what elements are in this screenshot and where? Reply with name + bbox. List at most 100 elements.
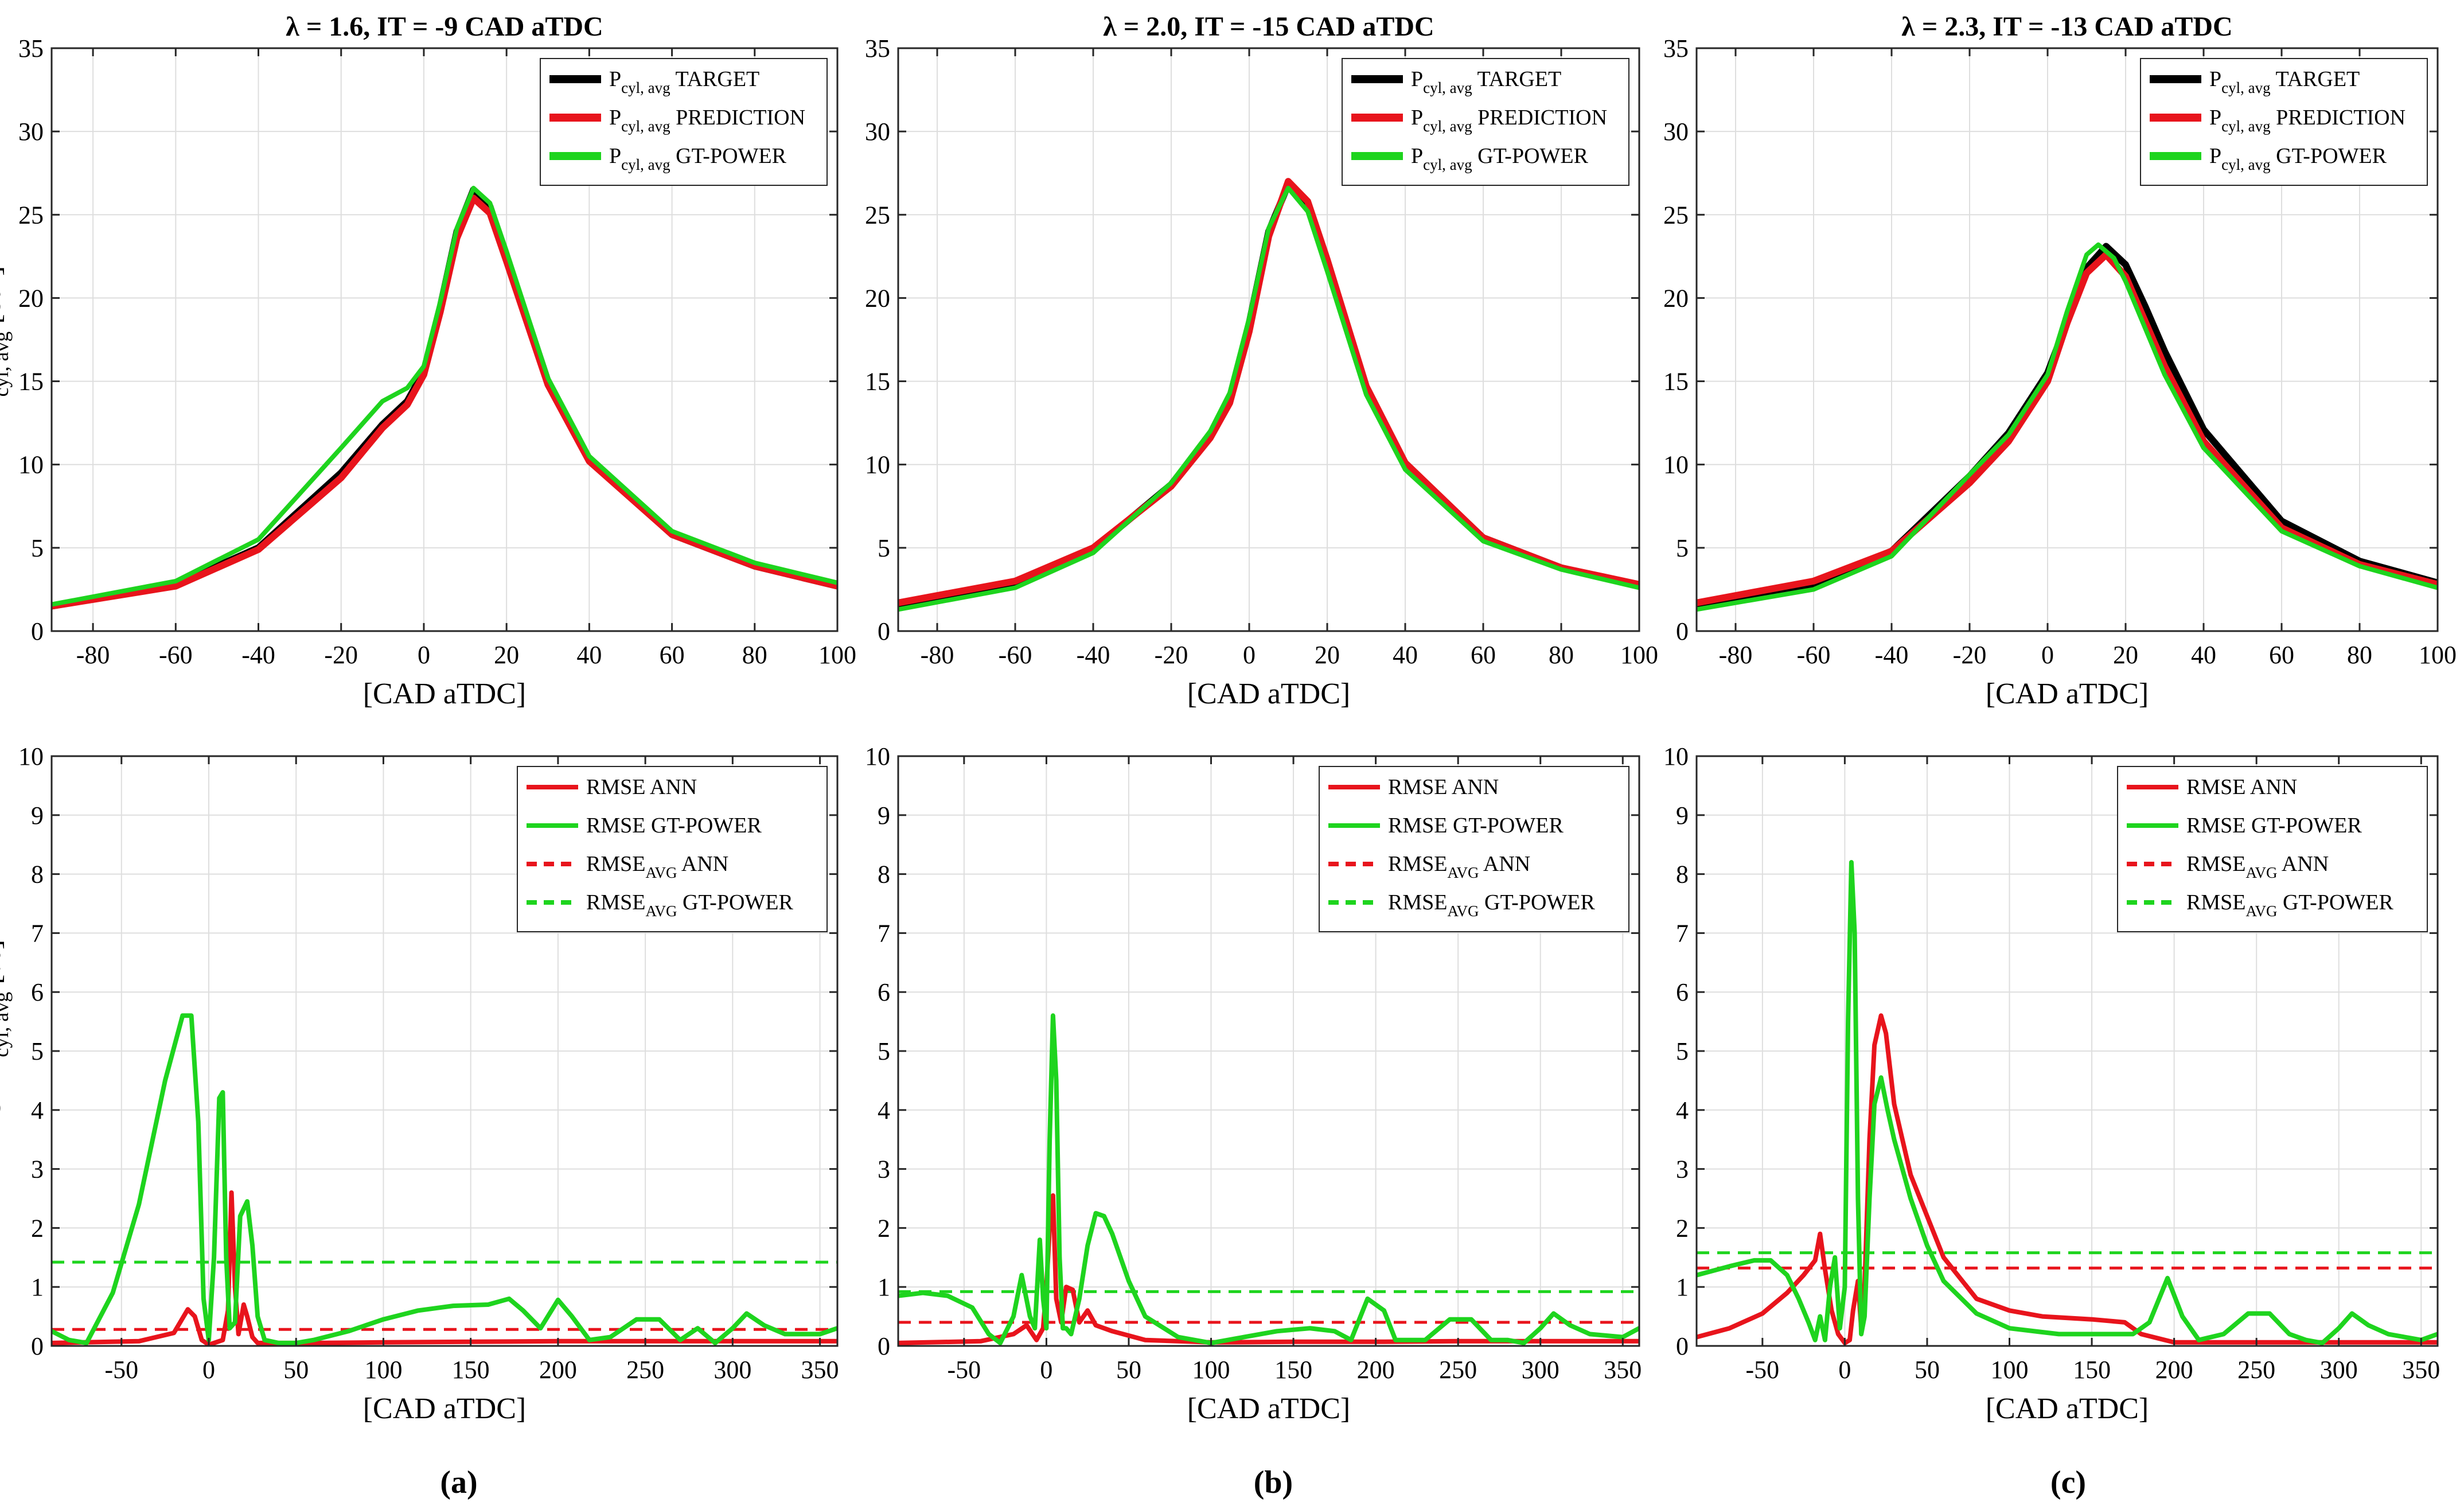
chart-title: λ = 2.3, IT = -13 CAD aTDC <box>1901 11 2232 42</box>
y-tick-label: 0 <box>31 617 44 645</box>
y-tick-label: 6 <box>31 978 44 1006</box>
chart-title: λ = 1.6, IT = -9 CAD aTDC <box>286 11 603 42</box>
x-tick-label: -80 <box>1719 641 1753 669</box>
x-tick-label: 50 <box>1116 1356 1141 1384</box>
x-tick-label: -20 <box>324 641 358 669</box>
y-tick-label: 2 <box>1676 1214 1689 1242</box>
y-tick-label: 1 <box>31 1273 44 1301</box>
x-tick-label: 150 <box>1274 1356 1312 1384</box>
x-tick-label: 0 <box>1040 1356 1052 1384</box>
y-tick-label: 3 <box>1676 1155 1689 1184</box>
x-tick-label: 100 <box>1192 1356 1230 1384</box>
y-tick-label: 0 <box>878 1332 890 1360</box>
x-axis-label: [CAD aTDC] <box>363 1392 527 1425</box>
x-tick-label: 0 <box>202 1356 215 1384</box>
series-prediction <box>1697 1013 2438 1345</box>
x-tick-label: -80 <box>76 641 110 669</box>
legend: RMSE ANN RMSE GT-POWER RMSEAVG ANN RMSEAVG … <box>517 766 828 932</box>
y-tick-label: 2 <box>31 1214 44 1242</box>
x-tick-label: -40 <box>1875 641 1909 669</box>
series-gtpower <box>52 1013 837 1345</box>
y-tick-label: 10 <box>865 451 890 479</box>
y-tick-label: 4 <box>1676 1096 1689 1124</box>
x-tick-label: 200 <box>539 1356 577 1384</box>
series-gtpower <box>898 1013 1639 1345</box>
y-tick-label: 20 <box>865 284 890 312</box>
y-tick-label: 0 <box>878 617 890 645</box>
y-tick-label: 5 <box>1676 534 1689 562</box>
legend: Pcyl, avg TARGET Pcyl, avg PREDICTION Pcyl… <box>540 58 828 186</box>
legend-entry: RMSEAVG ANN <box>2186 852 2329 881</box>
caption-c: (c) <box>2050 1465 2087 1500</box>
y-tick-label: 15 <box>865 368 890 396</box>
x-tick-label: 100 <box>1620 641 1658 669</box>
y-tick-label: 5 <box>31 1037 44 1065</box>
x-tick-label: 250 <box>2237 1356 2275 1384</box>
y-tick-label: 8 <box>31 861 44 889</box>
legend-entry: Pcyl, avg TARGET <box>2209 67 2360 96</box>
y-tick-label: 7 <box>31 919 44 947</box>
legend-entry: RMSEAVG GT-POWER <box>2186 890 2393 920</box>
legend-entry: Pcyl, avg GT-POWER <box>609 144 787 173</box>
x-tick-label: -50 <box>948 1356 981 1384</box>
x-tick-label: 350 <box>1604 1356 1642 1384</box>
y-tick-label: 5 <box>878 534 890 562</box>
legend: RMSE ANN RMSE GT-POWER RMSEAVG ANN RMSEAVG … <box>1319 766 1629 932</box>
svg-text:Pcyl, avg [bar]: Pcyl, avg [bar] <box>0 266 13 414</box>
x-tick-label: -20 <box>1155 641 1188 669</box>
y-axis-label: Pcyl, avg [bar] <box>0 266 13 414</box>
legend: Pcyl, avg TARGET Pcyl, avg PREDICTION Pcyl… <box>1342 58 1629 186</box>
y-tick-label: 15 <box>18 368 44 396</box>
y-tick-label: 1 <box>878 1273 890 1301</box>
y-tick-label: 5 <box>1676 1037 1689 1065</box>
x-axis-label: [CAD aTDC] <box>363 678 527 710</box>
legend-entry: Pcyl, avg PREDICTION <box>609 106 805 135</box>
y-tick-label: 0 <box>1676 1332 1689 1360</box>
x-tick-label: 300 <box>714 1356 751 1384</box>
axes-frame <box>50 47 839 632</box>
x-tick-label: 200 <box>2155 1356 2193 1384</box>
y-tick-label: 4 <box>31 1096 44 1124</box>
y-tick-label: 6 <box>878 978 890 1006</box>
legend: RMSE ANN RMSE GT-POWER RMSEAVG ANN RMSEAVG … <box>2117 766 2428 932</box>
legend-entry: RMSE GT-POWER <box>2186 814 2362 838</box>
series-prediction <box>52 1190 837 1346</box>
y-tick-label: 9 <box>878 801 890 830</box>
series-gtpower <box>1697 242 2438 612</box>
y-tick-label: 3 <box>878 1155 890 1184</box>
legend-entry: Pcyl, avg PREDICTION <box>1411 106 1607 135</box>
x-tick-label: 60 <box>1471 641 1496 669</box>
y-tick-label: 9 <box>31 801 44 830</box>
svg-text:RMSE Pcyl, avg [%]: RMSE Pcyl, avg [%] <box>0 940 13 1162</box>
x-tick-label: -50 <box>1746 1356 1780 1384</box>
x-tick-label: 300 <box>1522 1356 1560 1384</box>
y-tick-label: 0 <box>31 1332 44 1360</box>
x-tick-label: -40 <box>1077 641 1110 669</box>
y-tick-label: 8 <box>1676 861 1689 889</box>
legend: Pcyl, avg TARGET Pcyl, avg PREDICTION Pcyl… <box>2140 58 2428 186</box>
panel-pa: -80 -60 -40 -20 0 20 40 60 80 100 0 5 10 15 20 25 30 35 [C… <box>0 11 856 710</box>
x-axis-label: [CAD aTDC] <box>1986 1392 2149 1425</box>
caption-b: (b) <box>1253 1465 1293 1500</box>
y-tick-label: 8 <box>878 861 890 889</box>
y-tick-label: 20 <box>18 284 44 312</box>
x-tick-label: 250 <box>1439 1356 1477 1384</box>
legend-entry: RMSEAVG GT-POWER <box>586 890 793 920</box>
x-tick-label: 100 <box>1991 1356 2029 1384</box>
y-tick-label: 35 <box>1663 34 1689 63</box>
y-tick-label: 0 <box>1676 617 1689 645</box>
x-tick-label: 20 <box>2113 641 2138 669</box>
x-tick-label: -60 <box>159 641 193 669</box>
y-tick-label: 7 <box>1676 919 1689 947</box>
x-tick-label: -80 <box>921 641 954 669</box>
x-tick-label: -20 <box>1953 641 1987 669</box>
y-tick-label: 25 <box>18 201 44 229</box>
panel-ra: -50 0 50 100 150 200 250 300 350 0 1 2 3 4 5 6 7 8 9 10 [CAD… <box>0 742 839 1425</box>
x-tick-label: 150 <box>452 1356 490 1384</box>
x-tick-label: 0 <box>418 641 430 669</box>
y-tick-label: 5 <box>878 1037 890 1065</box>
x-tick-label: -60 <box>999 641 1032 669</box>
x-tick-label: -40 <box>241 641 275 669</box>
legend-entry: Pcyl, avg TARGET <box>609 67 759 96</box>
